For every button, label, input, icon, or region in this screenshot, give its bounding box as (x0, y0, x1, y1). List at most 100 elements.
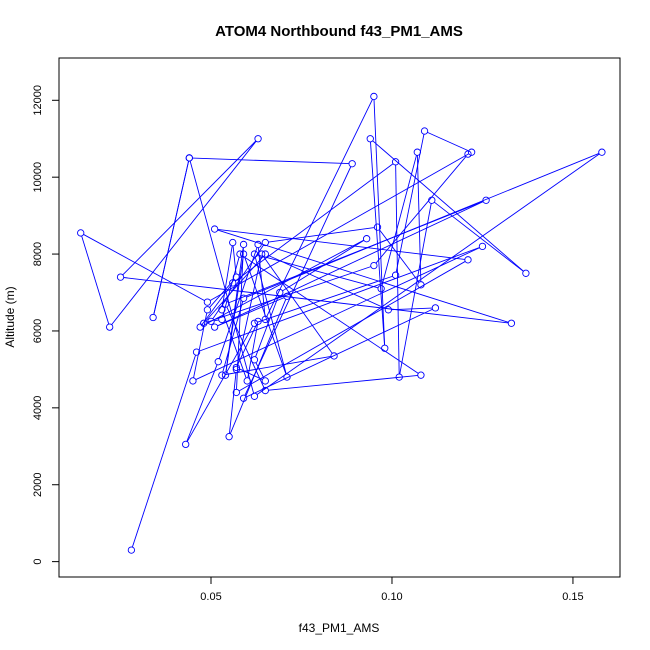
data-point (276, 288, 284, 297)
x-tick-label: 0.10 (381, 591, 402, 603)
data-point (261, 250, 269, 258)
series-segment (375, 156, 467, 264)
series-segment (186, 364, 218, 442)
data-point (377, 285, 385, 293)
series-segment (244, 256, 287, 375)
data-point (261, 238, 269, 247)
data-point (149, 313, 157, 322)
data-point (330, 352, 338, 360)
series-segment (224, 356, 331, 376)
data-point (77, 229, 85, 237)
series-segment (244, 166, 352, 396)
data-point (116, 273, 125, 281)
data-point (391, 158, 400, 166)
series-segment (193, 312, 208, 378)
data-point (254, 317, 262, 325)
data-point (218, 371, 226, 379)
series-segment (217, 297, 285, 327)
series-segment (218, 247, 258, 359)
series-segment (192, 157, 349, 165)
data-point (254, 135, 262, 143)
y-tick-label: 10000 (32, 162, 44, 193)
series-segment (239, 368, 263, 380)
series-segment (255, 295, 280, 357)
series-segment (416, 155, 422, 282)
y-axis-label: Altitude (m) (3, 286, 17, 347)
data-point (370, 92, 378, 101)
data-point (464, 256, 472, 264)
series-segment (395, 164, 400, 374)
data-point (467, 148, 476, 156)
data-point (218, 315, 226, 324)
series-segment (434, 201, 524, 272)
series-segment (229, 372, 237, 434)
x-tick-label: 0.15 (562, 591, 583, 603)
data-point (203, 298, 212, 306)
data-point (507, 319, 516, 327)
series-segment (373, 99, 386, 346)
series-segment (222, 312, 247, 379)
data-point (366, 135, 374, 143)
data-point (598, 148, 606, 156)
data-point (232, 388, 240, 397)
series-segment (372, 140, 524, 272)
y-tick-label: 2000 (32, 472, 44, 496)
series-segment (263, 256, 333, 354)
series-segment (238, 261, 466, 392)
data-point (431, 304, 440, 312)
y-tick-label: 8000 (32, 242, 44, 266)
series-segment (225, 257, 244, 373)
series-segment (257, 275, 393, 323)
data-point (243, 377, 251, 385)
data-point (250, 250, 259, 258)
data-point (482, 196, 490, 204)
data-point (254, 240, 262, 249)
series-segment (399, 203, 432, 375)
series-segment (189, 160, 255, 394)
data-point (413, 148, 421, 156)
series-segment (217, 229, 465, 260)
data-point (417, 281, 425, 289)
series-segment (131, 354, 196, 548)
data-point (127, 546, 136, 554)
data-point (239, 394, 248, 402)
data-point (232, 363, 240, 372)
series-segment (209, 153, 470, 301)
series-segment (221, 245, 233, 307)
series-segment (226, 306, 265, 388)
data-point (182, 440, 190, 449)
data-point (221, 300, 230, 308)
series-segment (268, 375, 418, 391)
y-tick-label: 0 (32, 559, 44, 565)
series-segment (246, 308, 433, 398)
data-point (391, 271, 400, 279)
series-segment (242, 255, 419, 374)
data-point (370, 261, 378, 270)
data-point (250, 356, 259, 364)
data-point (225, 433, 233, 441)
plot-frame (58, 57, 621, 578)
data-point (232, 273, 240, 281)
data-point (192, 348, 201, 356)
data-point (239, 294, 248, 302)
series-segment (236, 247, 244, 390)
data-point (362, 235, 371, 243)
series-segment (81, 235, 110, 325)
series-segment (379, 229, 420, 283)
data-point (261, 315, 269, 324)
data-point (210, 225, 219, 233)
data-point (210, 323, 219, 331)
data-point (214, 358, 222, 366)
series-segment (247, 324, 258, 378)
series-segment (395, 134, 425, 273)
data-point (203, 306, 212, 314)
series-segment (235, 163, 394, 282)
series-segment (391, 307, 433, 311)
data-point (417, 371, 425, 379)
data-point (348, 160, 356, 168)
data-point (221, 371, 230, 379)
data-point (283, 373, 291, 381)
series-segment (217, 201, 484, 327)
data-point (185, 154, 193, 162)
series-segment (214, 319, 219, 322)
